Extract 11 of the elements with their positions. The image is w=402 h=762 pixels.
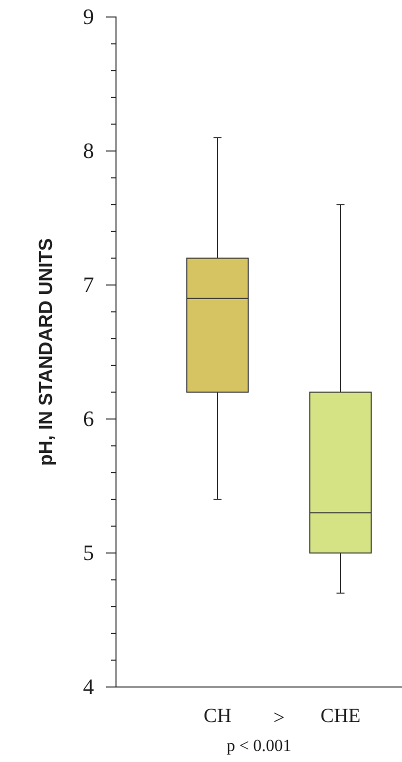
y-tick-label: 8 bbox=[83, 138, 94, 164]
x-tick-label: CHE bbox=[320, 705, 360, 727]
y-tick-label: 9 bbox=[83, 4, 94, 30]
y-axis-title: pH, IN STANDARD UNITS bbox=[36, 238, 57, 466]
y-tick-label: 6 bbox=[83, 406, 94, 432]
y-tick-label: 4 bbox=[83, 674, 94, 700]
x-tick-label: CH bbox=[204, 705, 232, 727]
text: p < 0.001 bbox=[226, 736, 292, 755]
y-tick-label: 5 bbox=[83, 540, 94, 566]
y-tick-label: 7 bbox=[83, 272, 94, 298]
text: > bbox=[273, 707, 285, 729]
